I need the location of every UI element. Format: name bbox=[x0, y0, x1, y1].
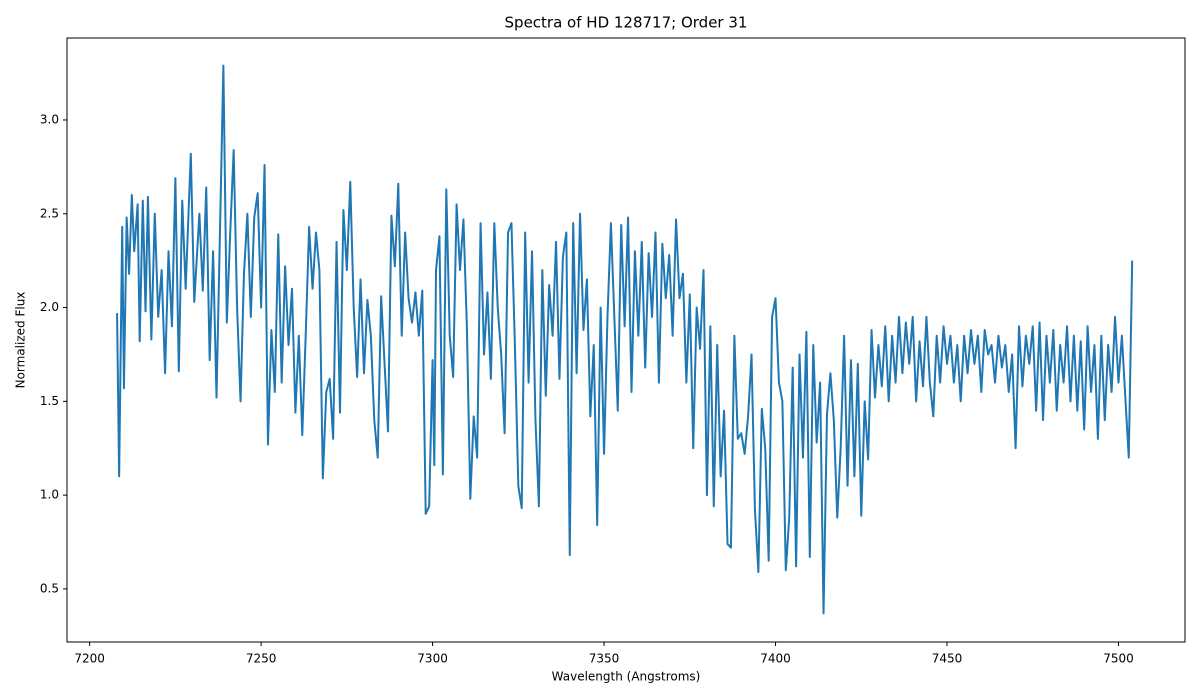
x-tick-label: 7450 bbox=[932, 652, 963, 666]
x-axis-label: Wavelength (Angstroms) bbox=[552, 670, 701, 684]
x-tick-label: 7400 bbox=[760, 652, 791, 666]
x-tick-label: 7250 bbox=[246, 652, 277, 666]
chart-title: Spectra of HD 128717; Order 31 bbox=[505, 14, 748, 32]
y-tick-label: 3.0 bbox=[40, 112, 59, 126]
y-tick-label: 2.5 bbox=[40, 206, 59, 220]
x-tick-label: 7500 bbox=[1103, 652, 1134, 666]
y-tick-label: 0.5 bbox=[40, 581, 59, 595]
y-tick-label: 2.0 bbox=[40, 300, 59, 314]
y-tick-label: 1.5 bbox=[40, 394, 59, 408]
y-axis-label: Normalized Flux bbox=[14, 292, 28, 389]
plot-frame bbox=[66, 37, 1186, 643]
y-tick-label: 1.0 bbox=[40, 488, 59, 502]
x-tick-label: 7350 bbox=[589, 652, 620, 666]
x-tick-label: 7200 bbox=[74, 652, 105, 666]
x-tick-label: 7300 bbox=[417, 652, 448, 666]
spectrum-line bbox=[116, 64, 1134, 615]
